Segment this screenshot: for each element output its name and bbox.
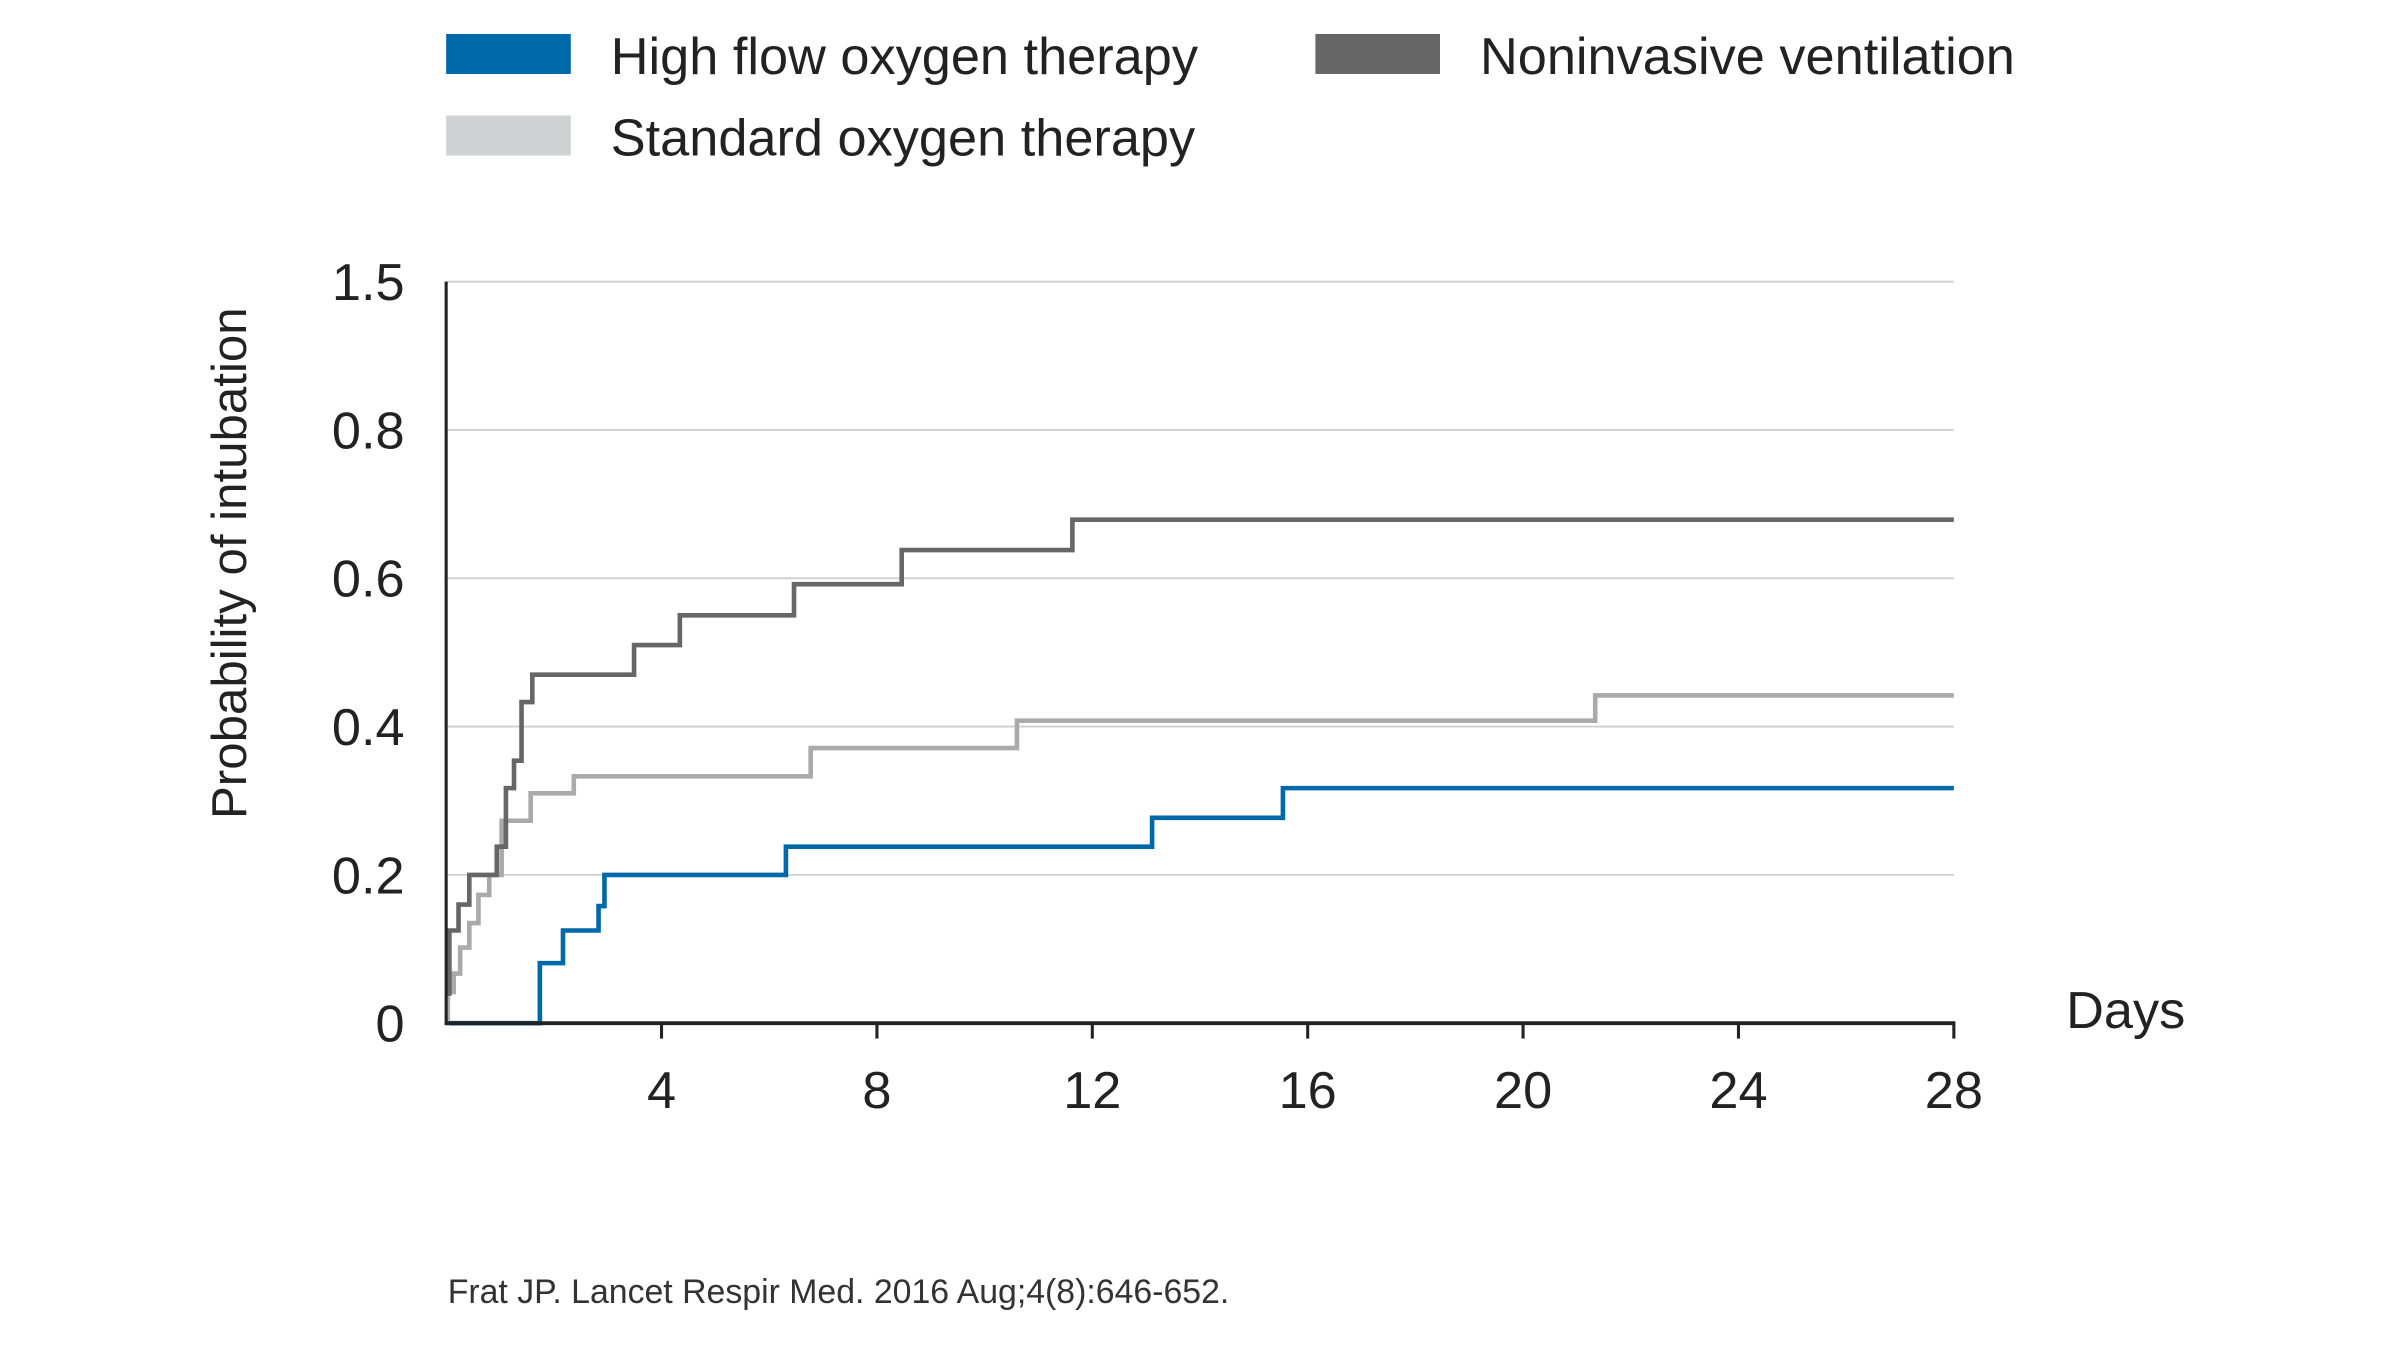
legend-label-high-flow: High flow oxygen therapy bbox=[611, 28, 1199, 86]
x-tick-label: 4 bbox=[647, 1062, 676, 1120]
x-tick-label: 16 bbox=[1279, 1062, 1337, 1120]
x-tick-label: 28 bbox=[1925, 1062, 1983, 1120]
citation: Frat JP. Lancet Respir Med. 2016 Aug;4(8… bbox=[448, 1273, 1230, 1311]
legend-swatch-standard bbox=[446, 115, 571, 156]
x-tick-label: 12 bbox=[1063, 1062, 1121, 1120]
y-tick-label: 0.6 bbox=[332, 551, 405, 609]
standard-oxygen-line bbox=[445, 693, 1954, 1026]
y-tick-label: 0.2 bbox=[332, 847, 405, 905]
legend-swatch-high-flow bbox=[446, 33, 571, 74]
y-tick-label: 0.8 bbox=[332, 402, 405, 460]
legend-label-standard: Standard oxygen therapy bbox=[611, 110, 1196, 168]
axes: 0 0.2 0.4 0.6 0.8 1.5 4 8 12 16 20 24 28 bbox=[332, 254, 1983, 1120]
y-axis-label: Probability of intubation bbox=[202, 307, 257, 819]
series-group bbox=[445, 517, 1954, 1026]
y-tick-label: 0 bbox=[376, 996, 405, 1054]
gridlines bbox=[446, 280, 1954, 876]
legend: High flow oxygen therapy Noninvasive ven… bbox=[446, 28, 2015, 168]
y-tick-label: 0.4 bbox=[332, 699, 405, 757]
noninvasive-ventilation-line bbox=[446, 517, 1954, 996]
legend-swatch-niv bbox=[1315, 33, 1440, 74]
y-tick-label: 1.5 bbox=[332, 254, 405, 312]
high-flow-oxygen-line bbox=[446, 785, 1954, 1026]
x-axis-label: Days bbox=[2066, 982, 2185, 1040]
x-tick-label: 20 bbox=[1494, 1062, 1552, 1120]
legend-label-niv: Noninvasive ventilation bbox=[1480, 28, 2015, 86]
x-tick-label: 8 bbox=[862, 1062, 891, 1120]
x-tick-label: 24 bbox=[1709, 1062, 1767, 1120]
